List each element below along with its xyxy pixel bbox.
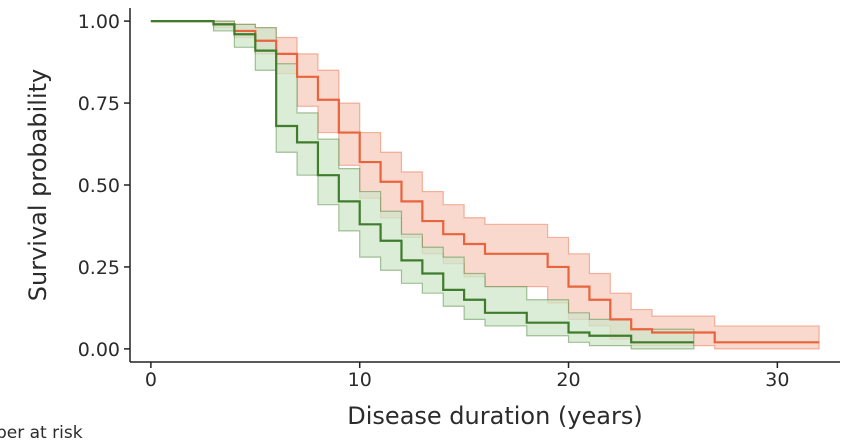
green-survival-curve (150, 20, 694, 344)
survival-curves (150, 20, 820, 344)
number-at-risk-label: ber at risk (0, 423, 83, 443)
x-axis-title: Disease duration (years) (347, 402, 642, 430)
y-tick-label: 0.00 (78, 339, 120, 361)
orange-survival-curve (150, 20, 820, 344)
y-tick-label: 0.25 (78, 257, 120, 279)
orange-confidence-band (150, 20, 820, 350)
x-tick-label: 10 (348, 369, 372, 391)
y-tick-label: 1.00 (78, 11, 120, 33)
x-tick-label: 30 (765, 369, 789, 391)
y-tick-label: 0.75 (78, 93, 120, 115)
x-tick-label: 20 (556, 369, 580, 391)
x-axis-ticks: 0 10 20 30 (145, 362, 789, 391)
x-tick-label: 0 (145, 369, 157, 391)
y-axis-ticks: 0.00 0.25 0.50 0.75 1.00 (78, 11, 130, 361)
y-axis-title: Survival probability (24, 69, 52, 301)
green-confidence-band (150, 20, 695, 350)
y-tick-label: 0.50 (78, 175, 120, 197)
confidence-bands (150, 20, 820, 350)
